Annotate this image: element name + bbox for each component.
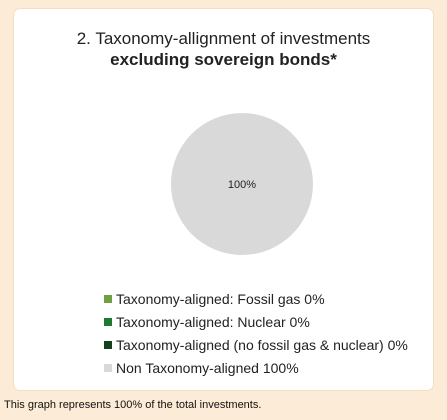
legend-swatch-nuclear [104, 317, 112, 326]
legend-label-nuclear: Taxonomy-aligned: Nuclear 0% [116, 313, 310, 330]
chart-card: 2. Taxonomy-allignment of investments ex… [14, 9, 433, 390]
legend-item-aligned-other: Taxonomy-aligned (no fossil gas & nuclea… [104, 333, 408, 356]
pie-chart: 100% [171, 113, 313, 255]
legend-swatch-fossil-gas [104, 294, 112, 303]
legend-label-non-aligned: Non Taxonomy-aligned 100% [116, 359, 299, 376]
legend-label-fossil-gas: Taxonomy-aligned: Fossil gas 0% [116, 290, 325, 307]
chart-subtitle: excluding sovereign bonds* [110, 50, 337, 69]
chart-title: 2. Taxonomy-allignment of investments [76, 29, 371, 48]
pie-data-label: 100% [228, 179, 256, 191]
chart-legend: Taxonomy-aligned: Fossil gas 0% Taxonomy… [104, 287, 408, 379]
footnote: This graph represents 100% of the total … [4, 399, 262, 411]
legend-item-fossil-gas: Taxonomy-aligned: Fossil gas 0% [104, 287, 408, 310]
legend-item-nuclear: Taxonomy-aligned: Nuclear 0% [104, 310, 408, 333]
legend-item-non-aligned: Non Taxonomy-aligned 100% [104, 356, 408, 379]
legend-swatch-aligned-other [104, 340, 112, 349]
pie-slice-3 [171, 113, 313, 255]
legend-label-aligned-other: Taxonomy-aligned (no fossil gas & nuclea… [116, 336, 408, 353]
legend-swatch-non-aligned [104, 363, 112, 372]
